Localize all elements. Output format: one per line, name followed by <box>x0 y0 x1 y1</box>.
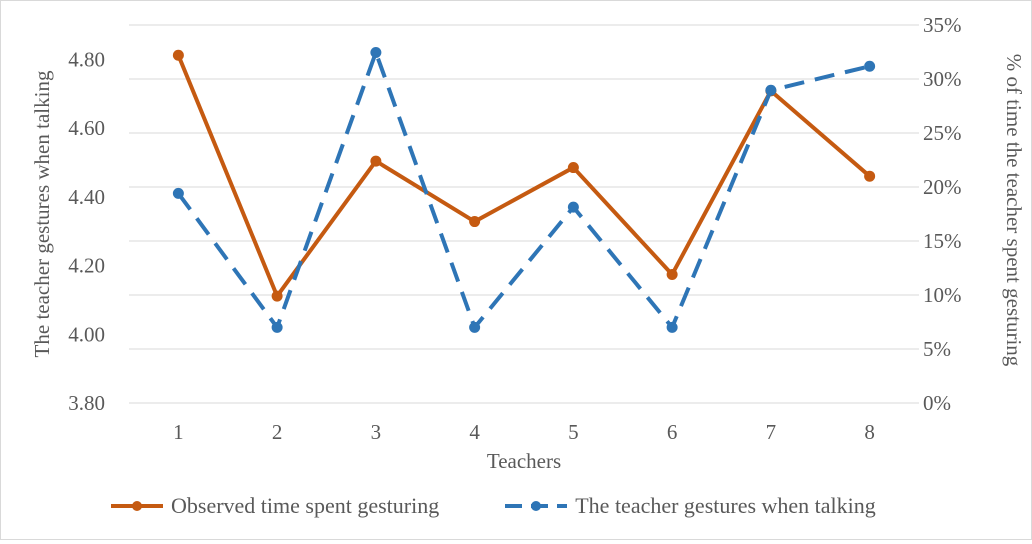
x-tick-label: 7 <box>766 420 777 444</box>
legend-label-series-1: Observed time spent gesturing <box>171 493 440 518</box>
y-left-tick-label: 4.00 <box>68 322 105 346</box>
data-point-series-1 <box>666 268 678 280</box>
y-left-tick-label: 3.80 <box>68 391 105 415</box>
x-tick-label: 6 <box>667 420 678 444</box>
series-line-1 <box>176 54 871 299</box>
data-point-series-2 <box>271 321 283 333</box>
y-left-tick-label: 4.60 <box>68 116 105 140</box>
y-right-tick-label: 0% <box>923 391 951 415</box>
y-left-axis-title: The teacher gestures when talking <box>30 70 54 357</box>
x-tick-label: 5 <box>568 420 579 444</box>
data-point-series-1 <box>370 155 382 167</box>
legend-item-series-1: Observed time spent gesturing <box>109 493 439 519</box>
data-point-series-1 <box>172 49 184 61</box>
data-point-series-1 <box>864 170 876 182</box>
x-axis-title: Teachers <box>487 449 561 473</box>
y-right-axis-title: % of time the teacher spent gesturing <box>1002 54 1026 367</box>
legend-swatch-orange-solid <box>111 501 163 511</box>
x-tick-label: 8 <box>864 420 875 444</box>
y-right-tick-label: 25% <box>923 121 962 145</box>
y-right-tick-label: 35% <box>923 13 962 37</box>
data-point-series-2 <box>666 321 678 333</box>
legend-label-series-2: The teacher gestures when talking <box>575 493 876 518</box>
y-right-tick-label: 20% <box>923 175 962 199</box>
y-left-tick-label: 4.40 <box>68 185 105 209</box>
y-left-tick-label: 4.20 <box>68 254 105 278</box>
y-right-tick-label: 15% <box>923 229 962 253</box>
chart-legend: Observed time spent gesturing The teache… <box>109 491 876 521</box>
data-point-series-1 <box>469 216 481 228</box>
data-point-series-2 <box>567 201 579 213</box>
legend-item-series-2: The teacher gestures when talking <box>503 493 876 519</box>
data-point-series-2 <box>864 60 876 72</box>
y-right-tick-label: 10% <box>923 283 962 307</box>
data-point-series-1 <box>271 290 283 302</box>
data-point-series-2 <box>469 321 481 333</box>
x-tick-label: 4 <box>469 420 480 444</box>
legend-swatch-blue-dashed <box>505 501 568 511</box>
series-line-2 <box>176 50 871 330</box>
data-point-series-2 <box>172 187 184 199</box>
data-point-series-2 <box>370 46 382 58</box>
y-left-tick-label: 4.80 <box>68 47 105 71</box>
x-tick-label: 3 <box>371 420 382 444</box>
y-right-tick-label: 30% <box>923 67 962 91</box>
x-tick-label: 2 <box>272 420 283 444</box>
x-tick-label: 1 <box>173 420 184 444</box>
y-right-tick-label: 5% <box>923 337 951 361</box>
data-point-series-2 <box>765 84 777 96</box>
data-point-series-1 <box>567 162 579 174</box>
